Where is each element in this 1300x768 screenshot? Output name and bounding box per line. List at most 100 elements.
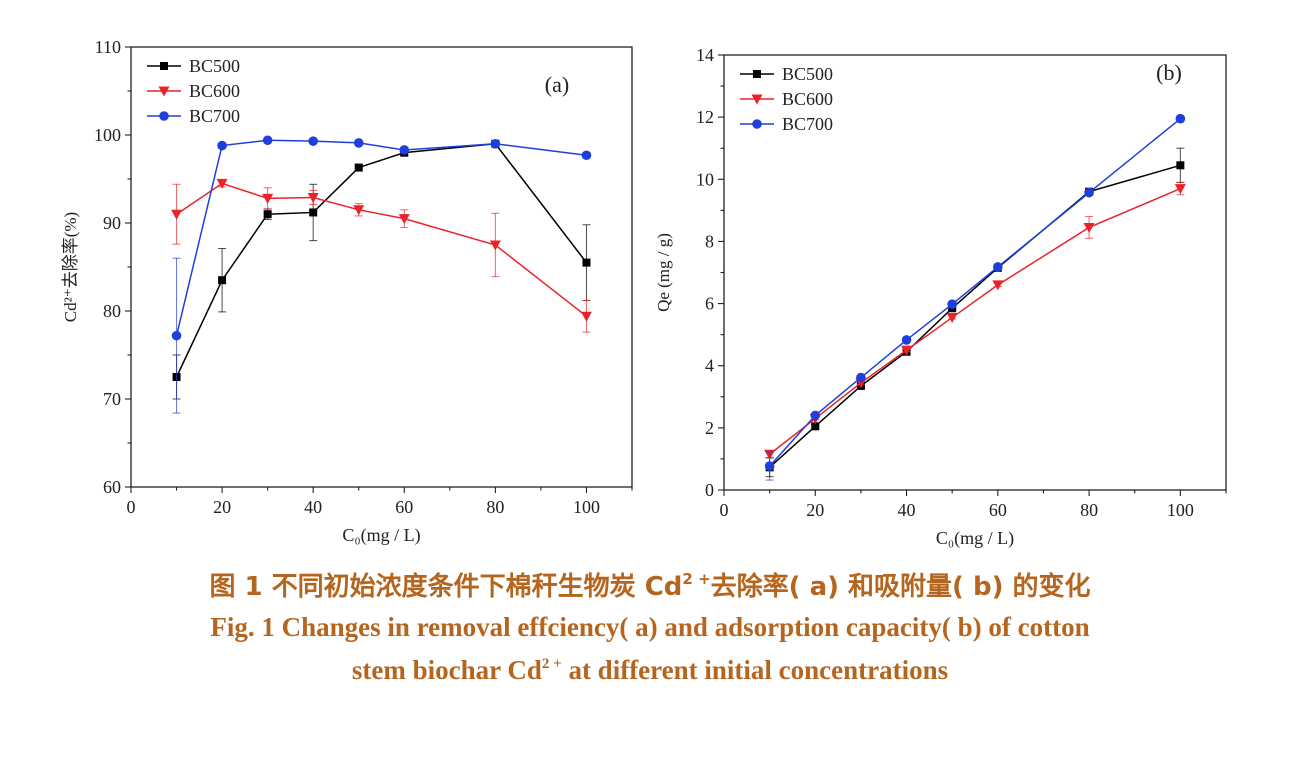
caption-en-line2-prefix: stem biochar Cd — [351, 655, 542, 685]
chart-b-xtick-label: 60 — [989, 500, 1007, 520]
chart-a-bc700-point — [217, 140, 227, 151]
chart-b-ytick-label: 6 — [705, 294, 714, 314]
chart-a-bc500-line — [175, 143, 588, 378]
chart-b-series-bc700 — [764, 113, 1186, 481]
chart-a-series-bc600 — [171, 178, 592, 333]
chart-b-ytick-label: 4 — [705, 356, 714, 376]
chart-b-ylabel: Qe (mg / g) — [654, 233, 673, 312]
caption-cn-prefix: 图 1 不同初始浓度条件下棉秆生物炭 Cd — [209, 572, 683, 602]
chart-a-bc600-point — [171, 209, 183, 220]
chart-a-ytick-label: 60 — [103, 477, 121, 497]
chart-a-bc700-point — [262, 135, 273, 146]
caption-cn-suffix: 去除率( a) 和吸附量( b) 的变化 — [710, 572, 1091, 602]
chart-a-bc600-point — [307, 192, 319, 203]
chart-a-ytick-label: 70 — [103, 389, 121, 409]
chart-a-ytick-label: 90 — [103, 213, 121, 233]
chart-b-ytick-label: 12 — [696, 107, 714, 127]
chart-b: 0 20 40 60 80 100 0 2 4 6 8 10 12 14 C₀(mg / L) Qe (mg … — [654, 45, 1227, 549]
chart-b-ytick-label: 8 — [705, 231, 714, 251]
chart-a-ytick-label: 80 — [103, 301, 121, 321]
chart-b-bc600-point — [946, 313, 958, 324]
chart-a-legend-bc500-label: BC500 — [189, 56, 240, 76]
chart-a-ytick-label: 100 — [94, 125, 121, 145]
chart-b-bc600-point — [992, 280, 1004, 291]
chart-a-xtick-label: 20 — [213, 497, 231, 517]
chart-b-xtick-label: 100 — [1167, 500, 1194, 520]
chart-a-bc500-point — [263, 210, 272, 219]
caption-english-line1: Fig. 1 Changes in removal effciency( a) … — [0, 612, 1300, 643]
chart-b-legend-bc700-marker — [752, 119, 762, 129]
chart-a-ylabel: Cd²⁺去除率(%) — [61, 212, 80, 322]
chart-b-bc700-point — [901, 335, 912, 345]
chart-a-bc700-point — [308, 136, 318, 146]
chart-b-bc600-line — [769, 187, 1181, 455]
chart-b-ytick-label: 14 — [696, 45, 714, 65]
chart-b-bc700-point — [947, 299, 957, 309]
chart-b-bc600-point — [1083, 222, 1095, 233]
chart-b-legend-bc600-marker — [751, 94, 763, 105]
chart-b-bc600-point — [901, 345, 913, 356]
chart-a-legend-bc700-marker — [159, 111, 169, 121]
chart-a-xlabel: C₀(mg / L) — [342, 525, 420, 546]
chart-a-bc700-point — [490, 139, 501, 149]
chart-a-bc500-point — [354, 163, 363, 172]
chart-b-ytick-label: 10 — [696, 169, 714, 189]
chart-a-bc600-point — [398, 214, 410, 225]
chart-b-bc700-point — [764, 461, 775, 471]
chart-b-series-bc600 — [764, 181, 1186, 460]
chart-a-xtick-label: 100 — [573, 497, 600, 517]
chart-a: 0 20 40 60 80 100 60 70 80 90 100 110 C₀(mg / L) Cd²⁺… — [61, 37, 633, 546]
chart-a-bc600-point — [580, 311, 592, 322]
chart-a-bc600-point — [262, 193, 274, 204]
chart-a-bc700-point — [171, 330, 182, 341]
chart-b-xtick-label: 40 — [898, 500, 916, 520]
caption-chinese: 图 1 不同初始浓度条件下棉秆生物炭 Cd2 +去除率( a) 和吸附量( b)… — [0, 566, 1300, 603]
chart-b-bc700-point — [993, 262, 1003, 272]
chart-a-bc600-point — [489, 240, 501, 251]
chart-b-bc700-line — [769, 118, 1181, 467]
chart-b-legend-bc500-label: BC500 — [782, 64, 833, 84]
chart-a-bc700-point — [399, 145, 410, 155]
chart-a-series-bc700 — [171, 135, 592, 414]
chart-b-xtick-label: 20 — [806, 500, 824, 520]
chart-b-xtick-label: 0 — [720, 500, 729, 520]
chart-a-bc500-point — [582, 258, 591, 267]
chart-b-xtick-label: 80 — [1080, 500, 1098, 520]
chart-b-bc500-point — [811, 422, 820, 431]
chart-a-panel-label: (a) — [545, 72, 569, 97]
chart-b-legend-bc700-label: BC700 — [782, 114, 833, 134]
chart-b-panel-label: (b) — [1156, 60, 1182, 85]
chart-b-bc700-point — [1175, 113, 1186, 124]
chart-a-xtick-label: 60 — [395, 497, 413, 517]
chart-a-xtick-label: 0 — [127, 497, 136, 517]
chart-a-xtick-label: 80 — [486, 497, 504, 517]
chart-a-legend-bc700-label: BC700 — [189, 106, 240, 126]
chart-b-ytick-label: 0 — [705, 480, 714, 500]
caption-en-line2-suffix: at different initial concentrations — [561, 655, 949, 685]
chart-a-series-bc500 — [172, 139, 591, 400]
chart-a-ytick-label: 110 — [95, 37, 121, 57]
chart-a-legend-bc600-marker — [158, 86, 170, 97]
chart-a-legend-bc500-marker — [160, 62, 168, 70]
chart-a-bc700-line — [175, 139, 587, 336]
chart-a-bc700-point — [581, 150, 592, 161]
chart-a-bc600-point — [353, 205, 365, 216]
chart-b-series-bc500 — [765, 147, 1185, 478]
chart-a-bc700-point — [353, 138, 364, 148]
chart-a-bc600-point — [216, 178, 228, 189]
chart-b-ytick-label: 2 — [705, 418, 714, 438]
caption-en-line1-text: Fig. 1 Changes in removal effciency( a) … — [210, 612, 1090, 642]
chart-a-legend-bc600-label: BC600 — [189, 81, 240, 101]
chart-b-bc700-point — [1084, 187, 1094, 198]
chart-b-xlabel: C₀(mg / L) — [936, 528, 1014, 549]
chart-b-legend-bc600-label: BC600 — [782, 89, 833, 109]
chart-a-bc500-point — [218, 276, 227, 285]
caption-cn-superscript: 2 + — [682, 570, 711, 588]
chart-b-bc500-point — [1176, 161, 1185, 170]
chart-b-bc500-line — [769, 164, 1181, 468]
chart-b-bc700-point — [856, 372, 866, 383]
chart-a-bc500-point — [309, 208, 318, 217]
caption-en-line2-superscript: 2 + — [541, 656, 562, 672]
chart-b-bc700-point — [810, 410, 821, 421]
